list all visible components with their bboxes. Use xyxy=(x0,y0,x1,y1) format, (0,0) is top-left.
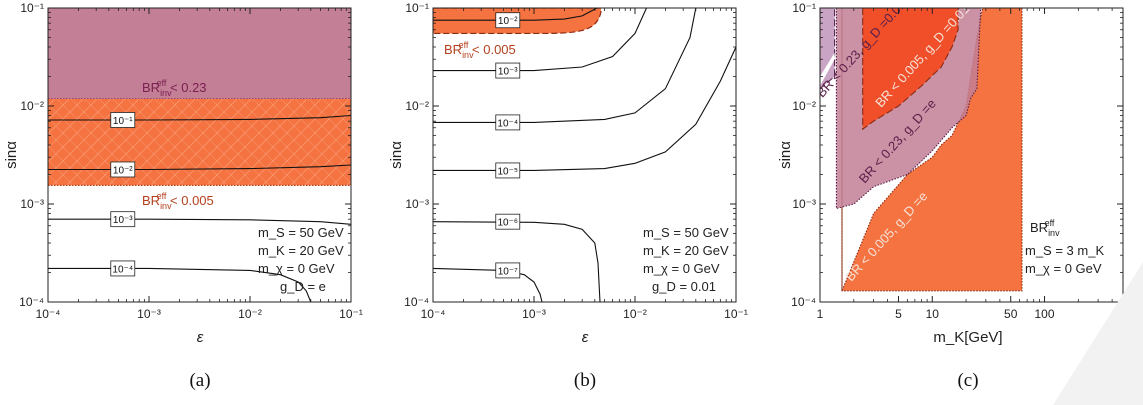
y-tick-label: 10⁻³ xyxy=(20,197,44,211)
panel-b-label-br0005: BRinveff < 0.005 xyxy=(444,40,516,60)
panel-c-xlabel: m_K[GeV] xyxy=(933,329,1002,346)
panel-a-contour-2 xyxy=(48,218,351,225)
x-tick-label: 10⁻³ xyxy=(137,307,161,321)
panel-b-contour-label-4: 10⁻⁶ xyxy=(498,218,519,229)
panel-a-annotation-mchi: m_χ = 0 GeV xyxy=(258,261,335,276)
panel-a-region-hatch xyxy=(48,98,351,186)
panel-a: 10⁻⁴ 10⁻³ 10⁻² 10⁻¹ 10⁻⁴ 10⁻³ 10⁻² 10⁻¹ 10⁻¹ 10⁻… xyxy=(3,1,363,391)
panel-a-contour-label-0: 10⁻¹ xyxy=(113,116,133,127)
y-tick-label: 10⁻⁴ xyxy=(19,295,44,309)
panel-c-plot-area: BR < 0.005, g_D =eBR < 0.23, g_D =eBR < … xyxy=(820,8,1023,292)
y-tick-label: 10⁻⁴ xyxy=(791,295,816,309)
y-tick-label: 10⁻⁴ xyxy=(404,295,429,309)
x-tick-label: 5 xyxy=(895,307,902,321)
y-tick-label: 10⁻² xyxy=(20,99,44,113)
panel-b-caption: (b) xyxy=(574,370,596,391)
panel-c-annotation-mchi: m_χ = 0 GeV xyxy=(1025,261,1102,276)
x-tick-label: 10⁻² xyxy=(623,307,647,321)
panel-a-annotation-mk: m_K = 20 GeV xyxy=(258,243,344,258)
y-tick-label: 10⁻¹ xyxy=(792,1,816,15)
panel-b-contour-label-4-box xyxy=(495,213,521,230)
panel-a-xlabel: ε xyxy=(197,329,204,346)
panel-c-region-3 xyxy=(820,8,836,90)
x-tick-label: 1 xyxy=(817,307,824,321)
panel-a-caption: (a) xyxy=(189,370,210,391)
panel-a-contour-label-2-box xyxy=(110,211,136,228)
y-tick-label: 10⁻² xyxy=(792,99,816,113)
x-tick-label: 10⁻³ xyxy=(522,307,546,321)
panel-b-frame xyxy=(432,7,737,303)
panel-c-caption: (c) xyxy=(957,370,978,391)
panel-b-annotation-gd: g_D = 0.01 xyxy=(652,279,716,294)
panel-b-ylabel: sinα xyxy=(388,141,405,169)
x-tick-label: 50 xyxy=(1004,307,1018,321)
y-tick-label: 10⁻² xyxy=(405,99,429,113)
panel-b-contour-label-3-box xyxy=(495,162,521,179)
x-tick-label: 100 xyxy=(1035,307,1055,321)
panel-b: 10⁻⁴ 10⁻³ 10⁻² 10⁻¹ 10⁻⁴ 10⁻³ 10⁻² 10⁻¹ 10⁻² 10⁻… xyxy=(388,1,748,391)
panel-c-ylabel: sinα xyxy=(777,141,794,169)
panel-a-contour-label-2: 10⁻³ xyxy=(113,215,133,226)
panel-a-contour-label-3: 10⁻⁴ xyxy=(112,264,133,275)
panel-b-contour-label-3: 10⁻⁵ xyxy=(498,166,519,177)
panel-a-label-br023: BRinveff < 0.23 xyxy=(142,78,207,98)
panel-a-contour-label-0-box xyxy=(110,112,136,128)
panel-c-region-2 xyxy=(862,8,959,131)
panel-b-contour-5 xyxy=(433,267,543,302)
y-tick-label: 10⁻¹ xyxy=(20,1,44,15)
panel-b-contour-label-0-box xyxy=(495,12,521,29)
panel-b-contour-label-2: 10⁻⁴ xyxy=(497,118,518,129)
panel-b-contour-label-0: 10⁻² xyxy=(498,16,518,27)
panel-a-contour-label-1: 10⁻² xyxy=(113,165,133,176)
x-tick-label: 10 xyxy=(926,307,940,321)
panel-b-annotation-mk: m_K = 20 GeV xyxy=(643,243,729,258)
panel-a-frame xyxy=(47,7,352,303)
panel-c-band xyxy=(820,52,835,86)
panel-a-annotation-gd: g_D = e xyxy=(280,279,326,294)
x-tick-label: 10⁻⁴ xyxy=(421,307,446,321)
panel-b-contour-2 xyxy=(433,8,697,123)
panel-b-contour-label-1-box xyxy=(495,62,521,79)
panel-b-contour-label-5: 10⁻⁷ xyxy=(498,266,518,277)
panel-b-contour-label-1: 10⁻³ xyxy=(498,67,518,78)
x-tick-label: 10⁻² xyxy=(238,307,262,321)
panel-b-contour-3 xyxy=(433,46,736,171)
panel-b-contour-4 xyxy=(433,221,601,302)
panel-c-annotation-ms: m_S = 3 m_K xyxy=(1025,243,1104,258)
panel-a-contour-label-3-box xyxy=(110,260,136,277)
panel-b-annotation-ms: m_S = 50 GeV xyxy=(643,225,729,240)
x-tick-label: 10⁻¹ xyxy=(339,307,363,321)
panel-c: BR < 0.005, g_D =eBR < 0.23, g_D =eBR < … xyxy=(777,1,1133,391)
panel-b-contour-label-5-box xyxy=(495,262,521,279)
x-tick-label: 10⁻¹ xyxy=(724,307,748,321)
x-tick-label: 10⁻⁴ xyxy=(36,307,61,321)
panel-a-region-0 xyxy=(48,8,351,99)
panel-b-xlabel: ε xyxy=(582,329,589,346)
panel-b-annotation-mchi: m_χ = 0 GeV xyxy=(643,261,720,276)
y-tick-label: 10⁻³ xyxy=(792,197,816,211)
y-tick-label: 10⁻³ xyxy=(405,197,429,211)
panel-a-contour-3 xyxy=(48,267,312,302)
panel-a-label-br0005: BRinveff < 0.005 xyxy=(142,191,214,211)
panel-c-annotation-br: BRinveff xyxy=(1030,218,1060,238)
panel-a-contour-label-1-box xyxy=(110,161,136,178)
page-corner-decoration xyxy=(1053,262,1143,405)
panel-c-frame xyxy=(819,7,1124,303)
panel-a-annotation-ms: m_S = 50 GeV xyxy=(258,225,344,240)
panel-a-ylabel: sinα xyxy=(3,141,20,169)
y-tick-label: 10⁻¹ xyxy=(405,1,429,15)
panel-b-contour-label-2-box xyxy=(495,114,521,131)
